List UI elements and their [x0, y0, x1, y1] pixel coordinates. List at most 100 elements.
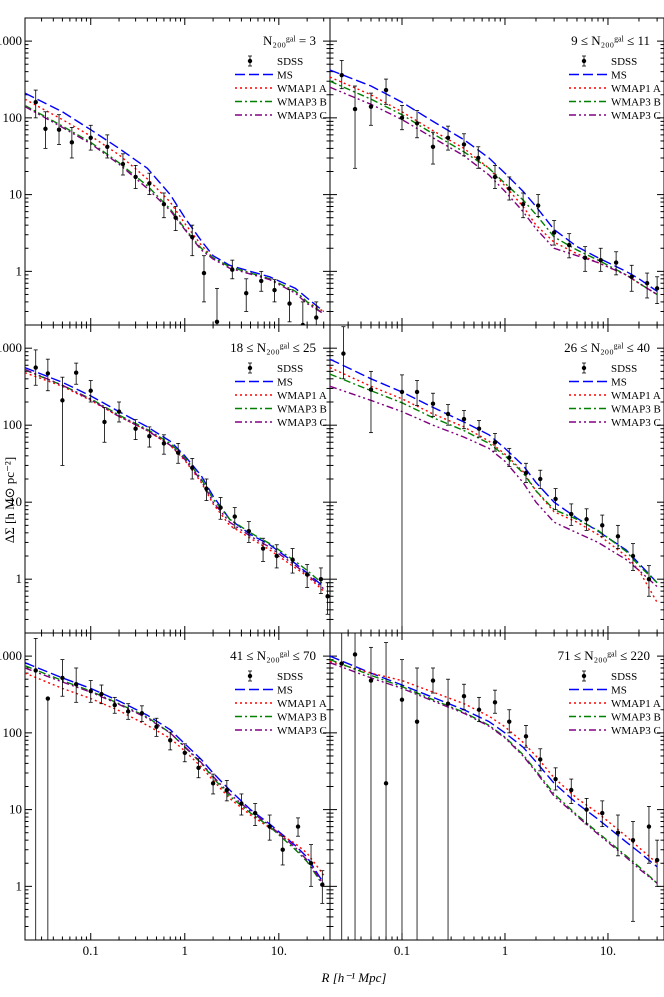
sdss-point: [318, 576, 324, 582]
sdss-point: [168, 738, 173, 743]
panel-plot-area: [25, 349, 330, 615]
sdss-point: [112, 702, 117, 708]
legend-label: MS: [277, 685, 293, 697]
sdss-point: [280, 847, 285, 852]
sdss-point: [492, 440, 498, 445]
sdss-point: [175, 450, 181, 455]
sdss-point: [161, 441, 167, 446]
sdss-point: [523, 734, 529, 739]
legend-label: SDSS: [277, 671, 303, 683]
sdss-point: [246, 528, 252, 534]
panel-plot-area: [330, 60, 660, 305]
sdss-point: [598, 257, 603, 263]
sdss-point: [538, 476, 543, 482]
legend-label: WMAP3 B: [277, 712, 327, 724]
sdss-point: [161, 201, 167, 207]
panel-title: 18 ≤ N₂₀₀ᵍᵃˡ ≤ 25: [230, 340, 316, 355]
legend-label: WMAP1 A: [277, 390, 327, 402]
series-line-wmap3-c: [330, 86, 658, 296]
sdss-point: [102, 419, 107, 425]
legend-label: WMAP3 C: [611, 725, 661, 737]
sdss-point: [105, 144, 110, 149]
sdss-point: [445, 135, 451, 140]
legend-label: MS: [611, 685, 627, 697]
sdss-point: [45, 696, 51, 701]
sdss-point: [287, 301, 292, 306]
sdss-point: [182, 750, 187, 755]
series-line-wmap1-a: [25, 672, 325, 876]
panel-plot-area: [25, 638, 325, 940]
sdss-point: [99, 691, 104, 697]
sdss-point: [600, 523, 605, 528]
sdss-point: [368, 387, 374, 392]
legend-label: SDSS: [277, 363, 303, 375]
x-tick-label: 1: [182, 943, 189, 958]
legend-label: WMAP1 A: [277, 698, 327, 710]
sdss-point: [461, 694, 467, 699]
sdss-point: [210, 781, 216, 786]
sdss-point: [147, 433, 152, 439]
legend-sdss-marker: [247, 365, 253, 371]
sdss-point: [274, 553, 279, 559]
sdss-point: [272, 287, 277, 293]
series-line-wmap3-c: [25, 667, 325, 886]
legend-label: SDSS: [277, 56, 303, 68]
sdss-point: [492, 700, 498, 705]
legend-label: SDSS: [611, 363, 637, 375]
sdss-point: [644, 281, 650, 286]
x-tick-label: 0.1: [83, 943, 99, 958]
sdss-point: [45, 371, 51, 376]
sdss-point: [244, 290, 249, 296]
series-line-wmap3-b: [25, 369, 325, 586]
legend-label: MS: [611, 70, 627, 82]
sdss-point: [383, 781, 389, 786]
sdss-point: [139, 711, 145, 716]
legend-label: WMAP1 A: [277, 83, 327, 95]
sdss-point: [630, 837, 636, 843]
sdss-point: [538, 757, 543, 762]
panel-title: 71 ≤ N₂₀₀ᵍᵃˡ ≤ 220: [558, 648, 650, 663]
legend-label: WMAP3 C: [611, 417, 661, 429]
sdss-point: [352, 106, 358, 112]
sdss-point: [615, 830, 621, 835]
series-line-wmap3-c: [330, 385, 658, 588]
series-line-wmap1-a: [25, 372, 325, 592]
sdss-point: [646, 824, 652, 829]
sdss-point: [232, 514, 237, 519]
sdss-point: [352, 652, 358, 657]
sdss-point: [88, 388, 93, 393]
sdss-point: [430, 401, 436, 406]
sdss-point: [267, 824, 272, 829]
sdss-point: [314, 315, 319, 320]
y-axis-label: ΔΣ [h M⊙ pc⁻²]: [2, 457, 17, 543]
y-tick-label: 10: [9, 802, 22, 817]
y-tick-label: 10: [9, 494, 22, 509]
panel-plot-area: [25, 89, 325, 325]
panel-title: 9 ≤ N₂₀₀ᵍᵃˡ ≤ 11: [571, 33, 650, 48]
sdss-point: [259, 278, 264, 284]
y-tick-label: 100: [3, 725, 23, 740]
sdss-point: [43, 126, 48, 132]
sdss-point: [214, 319, 220, 325]
sdss-point: [69, 140, 75, 145]
sdss-point: [339, 661, 344, 666]
sdss-point: [613, 260, 619, 265]
sdss-point: [600, 810, 605, 816]
sdss-point: [73, 682, 79, 687]
sdss-point: [260, 546, 266, 551]
sdss-point: [33, 365, 38, 370]
legend-label: WMAP1 A: [611, 390, 661, 402]
sdss-point: [507, 186, 512, 191]
sdss-point: [399, 389, 405, 395]
series-line-ms: [25, 92, 325, 313]
sdss-point: [173, 215, 178, 220]
y-tick-label: 100: [3, 417, 23, 432]
sdss-point: [535, 203, 541, 208]
legend-label: SDSS: [611, 671, 637, 683]
